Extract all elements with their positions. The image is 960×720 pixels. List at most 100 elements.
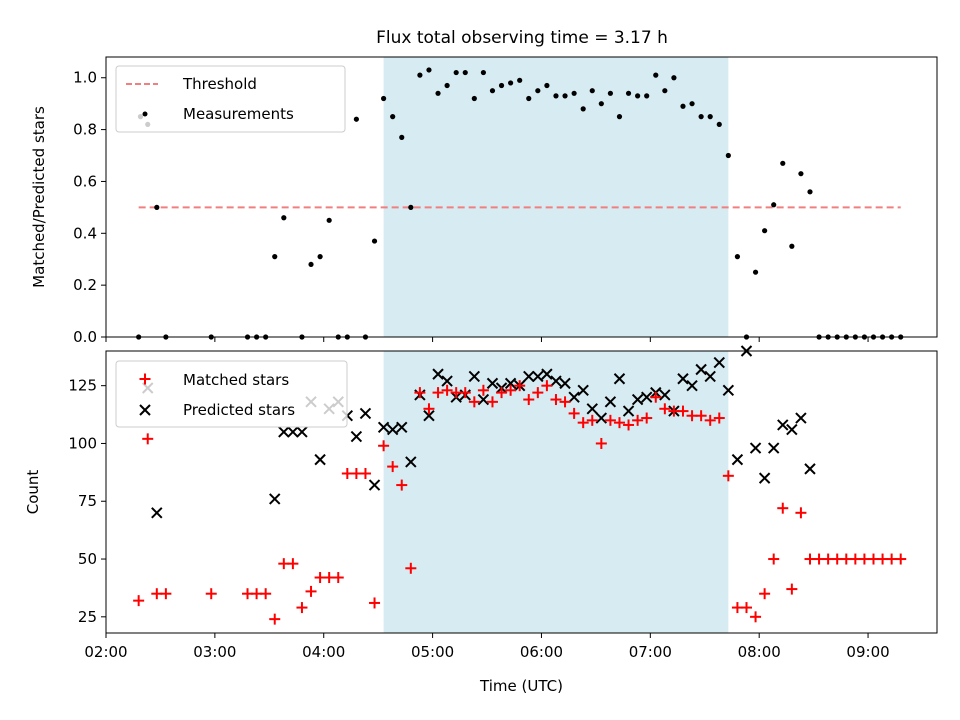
legend-threshold-label: Threshold <box>182 75 257 93</box>
x-axis-label: Time (UTC) <box>479 677 563 695</box>
predicted-star-point <box>287 426 299 438</box>
matched-star-point <box>777 502 789 514</box>
x-tick-label: 05:00 <box>411 643 454 661</box>
matched-star-point <box>586 414 598 426</box>
matched-star-point <box>260 588 272 600</box>
legend-measurements-marker <box>142 111 148 117</box>
predicted-star-point <box>722 384 735 397</box>
matched-star-point <box>641 412 653 424</box>
predicted-star-point <box>686 379 698 392</box>
y-tick-label: 100 <box>68 434 97 452</box>
measurement-point <box>734 254 741 260</box>
matched-star-point <box>505 384 517 396</box>
measurement-point <box>752 269 759 275</box>
measurement-point <box>308 261 314 268</box>
matched-star-point <box>296 602 308 614</box>
matched-star-point <box>786 583 798 595</box>
measurement-point <box>371 238 378 244</box>
predicted-star-point <box>568 391 580 403</box>
matched-star-point <box>613 417 625 429</box>
predicted-star-point <box>577 384 589 397</box>
measurement-point <box>498 82 505 89</box>
measurement-point <box>798 171 804 177</box>
measurement-point <box>317 254 323 260</box>
measurement-point <box>725 152 731 159</box>
measurement-point <box>762 228 768 234</box>
measurement-point <box>807 189 813 195</box>
matched-star-point <box>133 595 145 607</box>
measurement-point <box>462 69 468 76</box>
predicted-star-point <box>504 377 517 390</box>
measurement-point <box>471 95 477 102</box>
matched-star-point <box>677 405 689 417</box>
top-plot-frame <box>105 56 938 338</box>
measurement-point <box>508 80 514 86</box>
matched-star-point <box>895 553 907 565</box>
y-tick-label: 0.0 <box>73 328 97 346</box>
matched-star-point <box>514 380 526 392</box>
matched-star-point <box>704 414 716 426</box>
measurement-point <box>607 90 614 96</box>
matched-star-point <box>359 468 371 480</box>
top-observing-window <box>383 57 729 337</box>
predicted-star-point <box>731 453 744 466</box>
top-panel: 0.0 0.2 0.4 0.6 0.8 1.0 Matched/Predicted sta… <box>30 56 938 346</box>
measurement-point <box>771 202 777 208</box>
matched-star-point <box>623 419 635 431</box>
predicted-star-point <box>278 426 290 438</box>
legend-predicted-label: Predicted stars <box>183 401 295 419</box>
predicted-star-point <box>368 479 381 491</box>
measurement-point <box>644 93 650 99</box>
matched-star-point <box>768 553 780 565</box>
predicted-star-point <box>586 403 598 415</box>
matched-star-point <box>659 403 671 415</box>
y-tick-label: 0.8 <box>73 121 97 139</box>
predicted-star-point <box>677 373 689 385</box>
measurement-point <box>154 204 160 210</box>
measurement-point <box>353 116 359 122</box>
predicted-star-point <box>640 391 653 403</box>
predicted-star-point <box>486 377 499 390</box>
predicted-star-point <box>758 472 771 484</box>
predicted-star-point <box>468 370 481 383</box>
predicted-star-point <box>704 370 716 383</box>
predicted-star-point <box>477 393 490 406</box>
predicted-star-point <box>631 393 644 406</box>
predicted-star-point <box>795 412 807 424</box>
predicted-star-point <box>441 375 453 387</box>
legend-predicted-marker <box>139 404 151 416</box>
predicted-star-point <box>269 493 281 505</box>
y-tick-label: 0.6 <box>73 172 97 190</box>
matched-star-point <box>632 414 644 426</box>
bottom-legend: Matched stars Predicted stars <box>115 360 348 428</box>
predicted-star-point <box>749 442 762 454</box>
x-tick-label: 07:00 <box>629 643 672 661</box>
predicted-star-point <box>541 368 553 380</box>
predicted-star-point <box>659 389 671 401</box>
matched-star-point <box>405 562 417 574</box>
measurement-point <box>635 93 641 99</box>
measurement-point <box>399 134 405 140</box>
predicted-star-point <box>695 363 707 376</box>
bottom-plot-frame <box>105 350 938 634</box>
predicted-star-point <box>350 430 363 443</box>
y-tick-label: 50 <box>78 550 97 568</box>
legend-predicted-cross <box>139 404 151 416</box>
predicted-star-point <box>396 421 408 433</box>
measurement-point <box>616 114 623 120</box>
predicted-star-point <box>713 356 725 369</box>
measurement-point <box>535 88 541 94</box>
measurement-point <box>589 88 595 94</box>
matched-star-point <box>269 613 281 625</box>
predicted-star-point <box>804 463 816 475</box>
x-tick-label: 04:00 <box>302 643 345 661</box>
predicted-star-point <box>786 423 798 436</box>
y-tick-label: 0.4 <box>73 224 97 242</box>
matched-star-point <box>759 588 771 600</box>
measurement-point <box>598 101 604 107</box>
predicted-star-point <box>377 421 390 433</box>
predicted-star-point <box>296 426 308 438</box>
matched-star-point <box>432 387 444 399</box>
matched-star-point <box>305 585 317 597</box>
measurement-point <box>571 90 577 96</box>
